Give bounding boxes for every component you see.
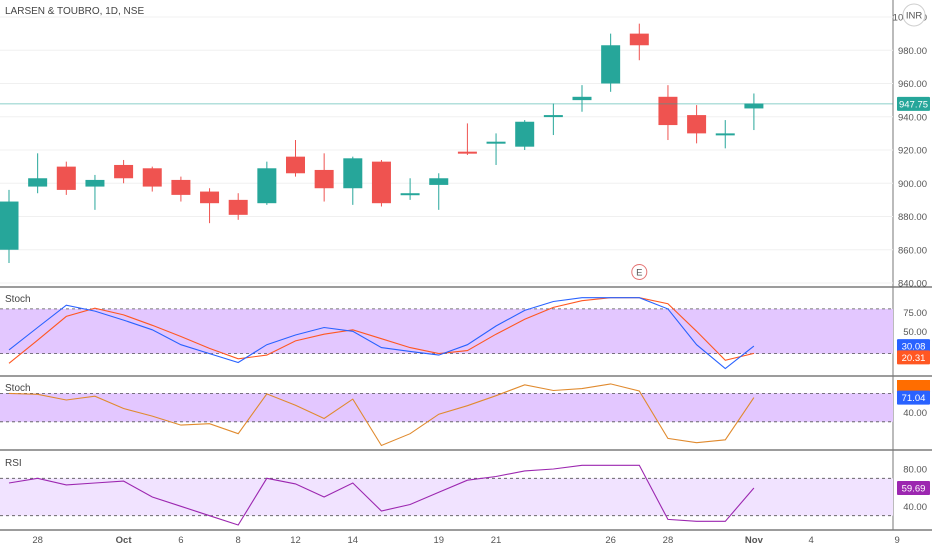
stoch-pane-2[interactable]: 40.00 71.04 (0, 380, 930, 447)
price-tick-label: 920.00 (898, 146, 927, 157)
candle-body[interactable] (0, 201, 19, 250)
candle-body[interactable] (658, 96, 678, 126)
candle-body[interactable] (142, 168, 162, 187)
candle-body[interactable] (85, 179, 105, 187)
indicator-band (0, 478, 893, 516)
last-price-tag (897, 96, 930, 111)
stoch2-line[interactable] (8, 383, 755, 447)
rsi-title: RSI (5, 458, 22, 469)
candle-body[interactable] (601, 45, 621, 84)
time-tick-label: Oct (116, 535, 133, 546)
candle-body[interactable] (56, 166, 76, 190)
price-tick-label: 940.00 (898, 112, 927, 123)
indicator-tick-label: 40.00 (903, 502, 927, 513)
time-tick-label: 12 (290, 535, 301, 546)
time-tick-label: 21 (491, 535, 502, 546)
price-axis: 1000.00980.00960.00940.00920.00900.00880… (893, 13, 927, 290)
candle-body[interactable] (429, 178, 449, 185)
currency-label: INR (906, 11, 923, 22)
rsi-value-label: 59.69 (902, 483, 926, 494)
candle-body[interactable] (343, 158, 363, 189)
time-tick-label: 28 (663, 535, 674, 546)
stoch2-title: Stoch (5, 383, 31, 394)
indicator-band (0, 393, 893, 422)
candle-body[interactable] (715, 133, 735, 136)
candle-body[interactable] (543, 115, 563, 118)
time-tick-label: 6 (178, 535, 183, 546)
stoch2-value-label: 71.04 (902, 393, 926, 404)
candle-body[interactable] (171, 179, 191, 195)
candle-body[interactable] (400, 193, 420, 196)
rsi-pane[interactable]: 80.00 40.00 59.69 (0, 465, 930, 526)
time-tick-label: 26 (605, 535, 616, 546)
stoch-k-value-tag (897, 339, 930, 354)
time-axis: 28 Oct 6 8 12 14 19 21 26 28 Nov 4 9 (32, 535, 899, 546)
candle-body[interactable] (629, 33, 649, 46)
candle-body[interactable] (114, 164, 134, 179)
stoch-k-line[interactable] (8, 297, 755, 370)
stoch2-color-tag (897, 380, 930, 392)
stoch1-title: Stoch (5, 294, 31, 305)
indicator-tick-label: 80.00 (903, 465, 927, 476)
candlestick-series[interactable] (0, 23, 764, 264)
last-price-label: 947.75 (899, 99, 928, 110)
candle-body[interactable] (515, 121, 535, 147)
indicator-tick-label: 75.00 (903, 308, 927, 319)
price-tick-label: 960.00 (898, 79, 927, 90)
time-tick-label: Nov (745, 535, 764, 546)
indicator-tick-label: 50.00 (903, 327, 927, 338)
price-tick-label: 860.00 (898, 245, 927, 256)
price-tick-label: 840.00 (898, 279, 927, 290)
candle-body[interactable] (486, 141, 506, 144)
rsi-value-tag (897, 480, 930, 495)
time-tick-label: 4 (809, 535, 814, 546)
price-tick-label: 980.00 (898, 46, 927, 57)
candle-body[interactable] (457, 151, 477, 154)
candle-body[interactable] (286, 156, 305, 174)
time-tick-label: 8 (236, 535, 241, 546)
indicator-tick-label: 40.00 (903, 408, 927, 419)
time-tick-label: 19 (433, 535, 444, 546)
time-tick-label: 14 (348, 535, 359, 546)
stoch-k-value-label: 30.08 (902, 342, 926, 353)
candle-body[interactable] (744, 103, 764, 109)
rsi-line[interactable] (8, 464, 755, 526)
price-tick-label: 880.00 (898, 212, 927, 223)
chart-title: LARSEN & TOUBRO, 1D, NSE (5, 6, 144, 17)
stoch-d-value-tag (897, 350, 930, 365)
price-tick-label: 900.00 (898, 179, 927, 190)
candle-body[interactable] (314, 169, 334, 189)
candle-body[interactable] (200, 191, 220, 204)
last-price-line: 947.75 E (0, 96, 930, 280)
candle-body[interactable] (257, 168, 277, 204)
stoch-d-value-label: 20.31 (902, 353, 926, 364)
candle-body[interactable] (371, 161, 391, 204)
time-tick-label: 9 (895, 535, 900, 546)
candle-body[interactable] (572, 96, 592, 101)
indicator-band (0, 308, 893, 354)
time-tick-label: 28 (32, 535, 43, 546)
candle-body[interactable] (228, 199, 248, 215)
currency-badge[interactable]: INR (902, 3, 926, 27)
earnings-event-marker[interactable]: E (631, 264, 648, 280)
candle-body[interactable] (28, 178, 48, 187)
candle-body[interactable] (687, 115, 707, 134)
stoch2-value-tag (897, 390, 930, 405)
event-label: E (636, 268, 642, 279)
